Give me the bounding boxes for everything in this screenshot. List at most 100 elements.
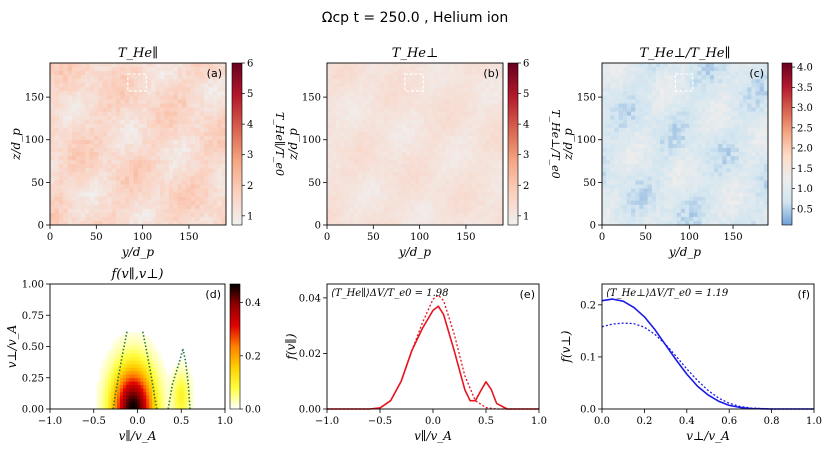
heatmap-cell [331,127,337,133]
heatmap-cell [763,75,769,80]
heatmap-cell [734,115,740,121]
heatmap-cell [164,172,170,177]
heatmap-cell [660,168,665,173]
heatmap-cell [221,135,227,141]
heatmap-cell [406,115,411,121]
heatmap-cell [643,95,649,100]
heatmap-cell [344,200,350,206]
heatmap-cell [384,144,389,149]
heatmap-cell [371,79,376,84]
heatmap-cell [397,115,403,121]
heatmap-cell [76,176,82,181]
heatmap-cell [397,87,403,92]
heatmap-cell [410,148,416,153]
heatmap-cell [415,95,420,100]
heatmap-cell [463,67,469,72]
heatmap-cell [647,107,653,112]
heatmap-cell [371,111,376,117]
heatmap-cell [730,115,736,121]
heatmap-cell [734,139,740,145]
heatmap-cell [743,131,748,137]
heatmap-cell [96,395,100,399]
heatmap-cell [755,184,761,189]
heatmap-cell [689,164,694,169]
heatmap-cell [375,83,381,88]
heatmap-cell [454,188,460,193]
heatmap-cell [743,111,748,117]
heatmap-cell [371,188,376,193]
heatmap-cell [459,200,464,206]
heatmap-cell [747,83,752,88]
heatmap-cell [476,192,482,198]
heatmap-cell [105,402,109,406]
heatmap-cell [751,127,756,133]
heatmap-cell [58,192,64,198]
heatmap-cell [689,172,694,177]
heatmap-cell [730,67,736,72]
heatmap-cell [664,144,669,149]
heatmap-cell [747,87,752,92]
heatmap-cell [108,349,112,354]
heatmap-cell [722,67,727,72]
heatmap-cell [138,127,143,133]
heatmap-cell [635,184,640,189]
heatmap-cell [129,139,134,145]
heatmap-cell [63,91,68,96]
heatmap-cell [102,384,106,389]
heatmap-cell [489,196,495,202]
heatmap-cell [164,152,170,157]
heatmap-cell [94,208,99,214]
heatmap-cell [441,91,447,96]
heatmap-cell [217,188,222,193]
heatmap-cell [701,127,707,133]
heatmap-cell [643,148,649,153]
heatmap-cell [689,180,694,185]
heatmap-cell [105,391,109,396]
heatmap-cell [685,99,690,104]
heatmap-cell [142,111,148,117]
heatmap-cell [672,200,678,206]
heatmap-cell [709,188,715,193]
heatmap-cell [94,144,99,149]
heatmap-cell [481,176,486,181]
heatmap-cell [763,216,769,222]
heatmap-cell [485,91,491,96]
heatmap-cell [182,220,187,226]
heatmap-cell [476,79,482,84]
heatmap-cell [182,111,187,117]
heatmap-cell [441,188,447,193]
heatmap-cell [50,180,55,185]
heatmap-cell [709,160,715,165]
heatmap-cell [676,188,682,193]
heatmap-cells [96,332,194,410]
y-axis-label: z/d_p [9,128,23,161]
heatmap-cell [680,87,686,92]
heatmap-cell [498,75,504,80]
heatmap-cell [635,208,640,214]
heatmap-cell [494,119,499,125]
heatmap-cell [164,200,170,206]
heatmap-cell [498,71,504,76]
heatmap-cell [353,135,359,141]
heatmap-cell [647,164,653,169]
heatmap-cell [676,156,682,161]
heatmap-cell [133,67,139,72]
heatmap-cell [606,220,611,226]
colorbar-tick-label: 4 [523,120,529,131]
heatmap-cell [129,103,134,108]
heatmap-cell [151,164,156,169]
heatmap-cell [177,119,183,125]
heatmap-cell [494,67,499,72]
heatmap-cell [102,152,108,157]
heatmap-cell [618,208,624,214]
heatmap-cell [664,95,669,100]
heatmap-cell [639,192,644,198]
heatmap-cell [610,204,615,210]
heatmap-cell [397,156,403,161]
heatmap-cell [124,216,130,222]
heatmap-cell [759,87,765,92]
heatmap-cell [647,192,653,198]
heatmap-cell [622,139,628,145]
heatmap-cell [419,156,425,161]
heatmap-cell [401,99,407,104]
